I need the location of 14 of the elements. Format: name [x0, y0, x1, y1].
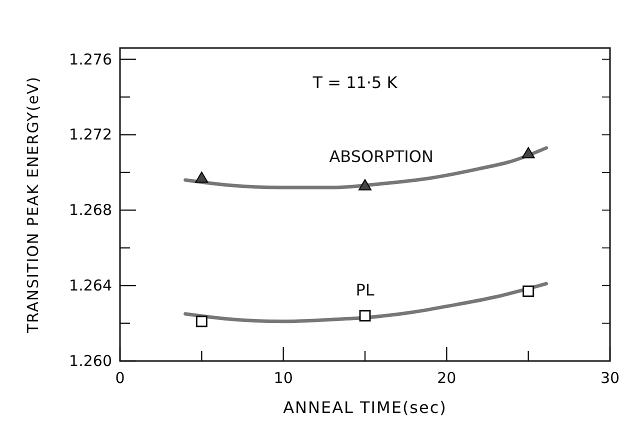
y-tick-label: 1.268	[69, 201, 112, 220]
series-label: PL	[356, 280, 374, 300]
y-tick-label: 1.276	[69, 50, 112, 68]
y-tick-label: 1.272	[69, 126, 112, 144]
x-tick-label: 20	[437, 369, 456, 387]
annotation: T = 11·5 K	[312, 73, 398, 92]
x-tick-label: 30	[600, 369, 620, 387]
series-label: ABSORPTION	[329, 146, 434, 166]
y-axis-title: TRANSITION PEAK ENERGY(eV)	[24, 76, 42, 334]
x-tick-label: 0	[115, 369, 125, 387]
y-tick-label: 1.260	[69, 352, 112, 370]
x-tick-label: 10	[274, 369, 293, 387]
y-tick-label: 1.264	[69, 276, 112, 295]
x-axis-title: ANNEAL TIME(sec)	[283, 398, 447, 417]
